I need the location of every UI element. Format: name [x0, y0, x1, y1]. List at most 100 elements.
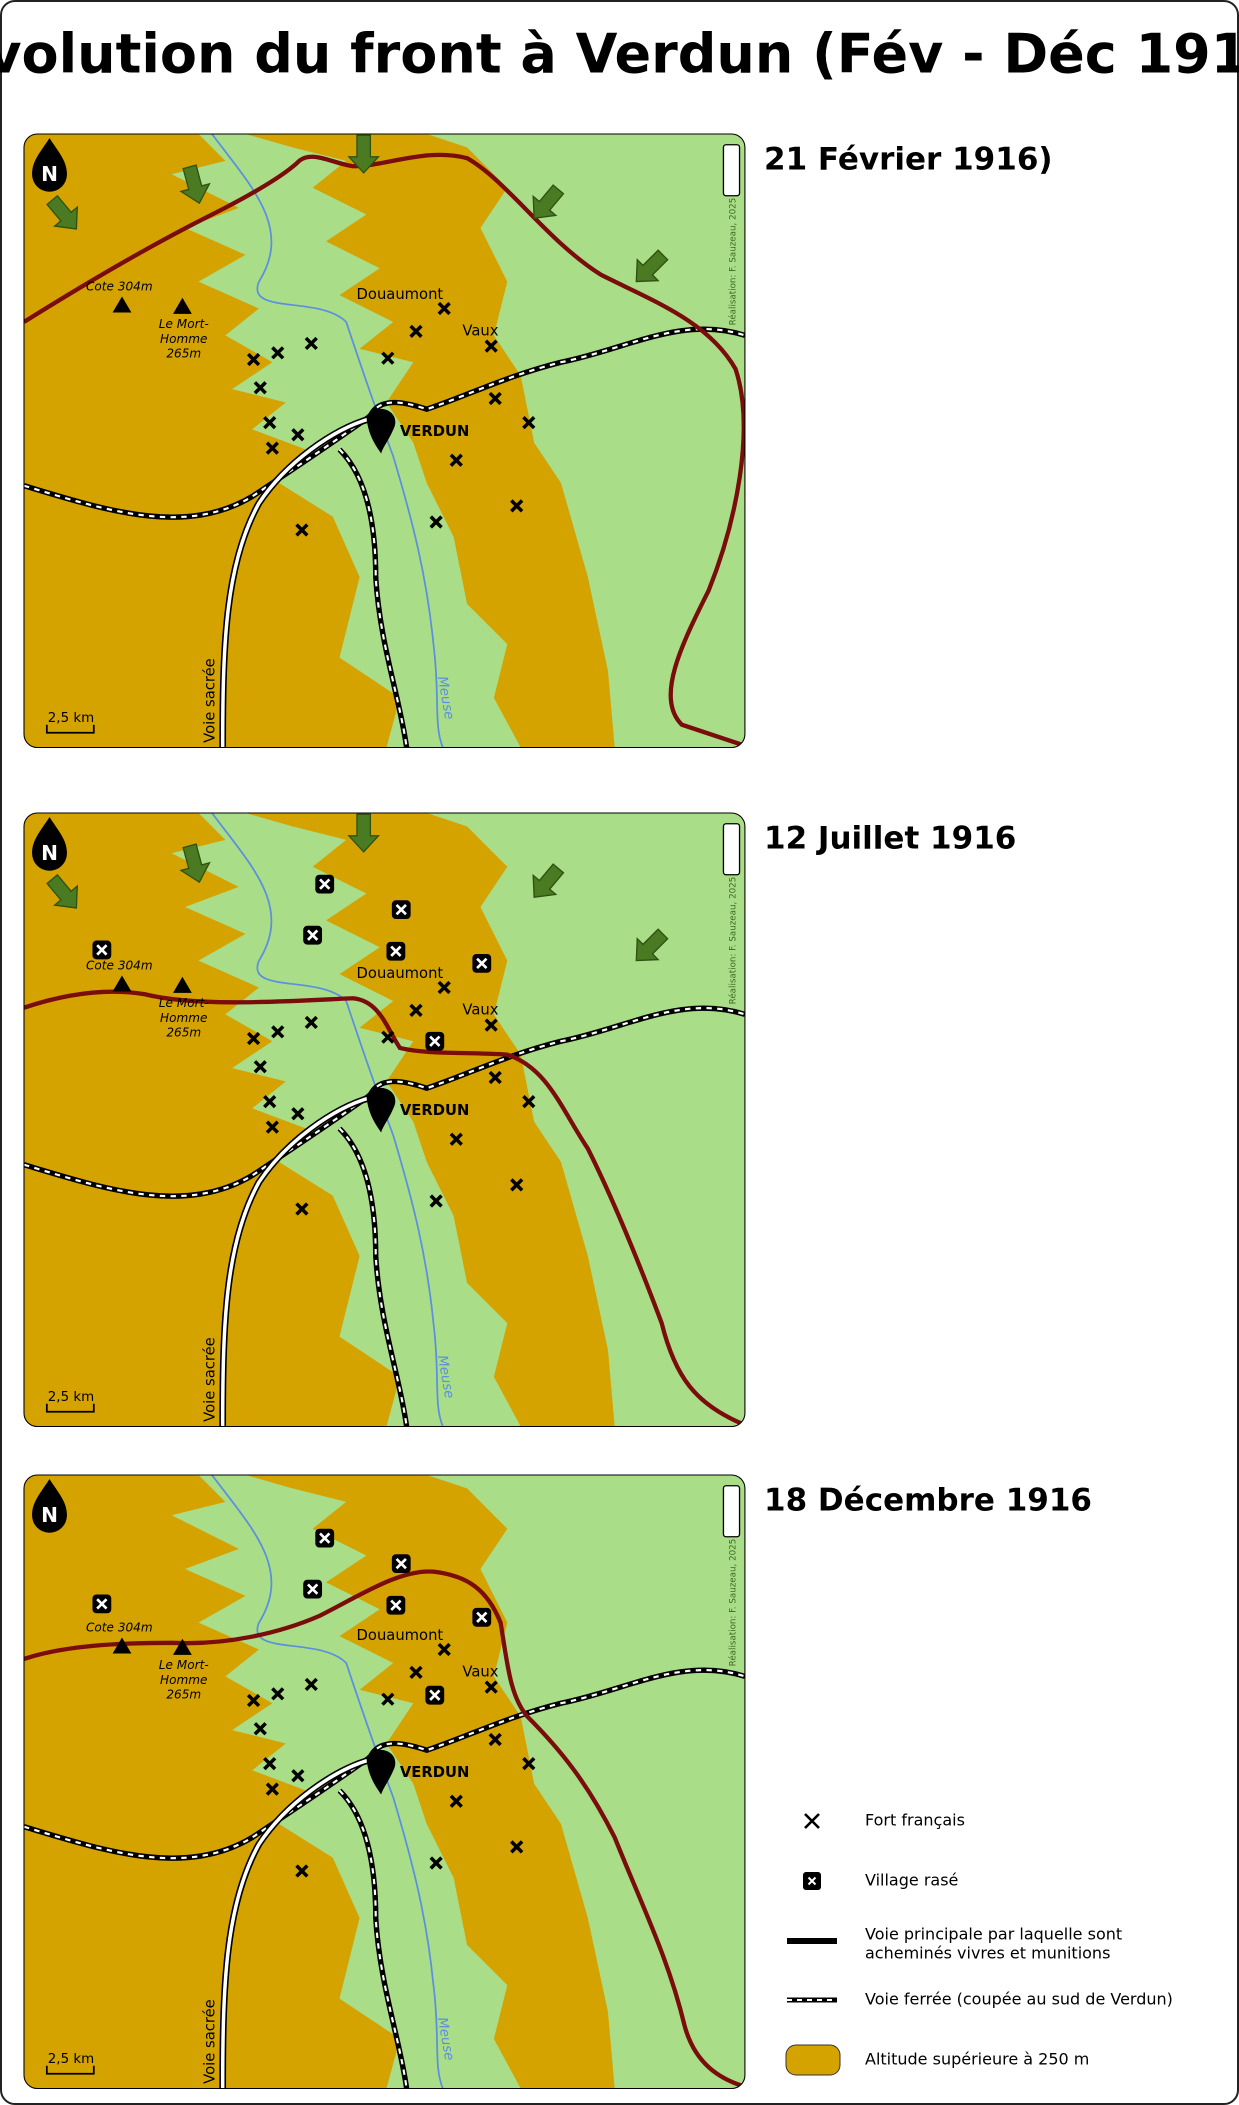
label-vaux: Vaux — [462, 1663, 498, 1680]
credit: Réalisation: F. Sauzeau, 2025 — [727, 198, 738, 326]
village-x — [390, 945, 402, 957]
fort-cross — [246, 352, 261, 367]
village — [472, 953, 492, 973]
label-douaumont: Douaumont — [357, 965, 444, 982]
fort-cross — [429, 1194, 443, 1208]
fort-cross — [429, 515, 443, 529]
fort-cross — [253, 1060, 267, 1074]
village-x — [476, 957, 488, 970]
fort — [291, 1769, 305, 1783]
fort-cross — [522, 1095, 536, 1109]
summit — [173, 297, 192, 314]
fort — [246, 1693, 261, 1708]
fort — [304, 1015, 318, 1030]
label-mort-homme: Homme — [160, 1011, 207, 1025]
fort — [271, 1025, 285, 1039]
attack-arrow — [532, 184, 565, 219]
fort-cross — [409, 324, 423, 338]
fort-cross — [295, 1202, 309, 1216]
fort-cross — [291, 1769, 305, 1783]
fort — [510, 1178, 524, 1192]
village-x — [476, 1611, 488, 1623]
front-line — [24, 152, 745, 747]
village-x — [395, 904, 407, 916]
scale-label: 2,5 km — [48, 2052, 94, 2067]
terrain-high — [24, 1475, 400, 2089]
village — [315, 1528, 335, 1548]
attack-arrow — [635, 928, 669, 962]
fort-cross — [522, 416, 536, 430]
fort-cross — [291, 1107, 305, 1121]
fort — [295, 1864, 309, 1878]
north-pin — [32, 138, 67, 192]
fort-cross — [488, 1070, 502, 1085]
fort — [409, 1665, 423, 1679]
label-mort-homme: 265m — [166, 347, 201, 361]
label-mort-homme: 265m — [166, 1026, 201, 1040]
legend-label: Voie ferrée (coupée au sud de Verdun) — [865, 1990, 1173, 2009]
licence-icon — [722, 823, 741, 876]
fort-cross — [449, 1794, 463, 1808]
fort — [510, 1840, 524, 1854]
fort — [295, 1202, 309, 1216]
fort — [429, 1194, 443, 1208]
fort — [437, 1642, 451, 1657]
fort — [429, 1856, 443, 1870]
verdun-city — [366, 408, 396, 454]
fort — [246, 1031, 261, 1046]
fort-cross — [246, 1031, 261, 1046]
legend-label: Fort français — [865, 1811, 965, 1830]
terrain-high — [24, 813, 400, 1427]
legend: Fort français Village rasé Voie principale… — [785, 1811, 1173, 2076]
fort — [484, 1018, 498, 1032]
village-x — [429, 1035, 441, 1047]
village — [425, 1031, 445, 1051]
label-vaux: Vaux — [462, 1001, 498, 1018]
road-fill — [220, 1757, 371, 2089]
front-line — [24, 1569, 743, 2088]
fort — [271, 346, 285, 360]
village-x — [390, 1599, 402, 1611]
village — [386, 1595, 406, 1615]
legend-label: Voie principale par laquelle sont — [865, 1925, 1122, 1944]
summit — [112, 296, 132, 313]
legend-altitude — [785, 2044, 841, 2076]
fort-cross — [381, 351, 395, 365]
label-meuse: Meuse — [434, 2016, 456, 2061]
fort-cross — [522, 1757, 536, 1771]
fort — [437, 980, 451, 995]
summit — [173, 1638, 192, 1655]
label-verdun: VERDUN — [400, 1102, 469, 1119]
terrain-high — [245, 134, 615, 748]
railway-dash — [24, 1007, 745, 1427]
north-pin — [32, 1479, 67, 1533]
fort — [522, 1757, 536, 1771]
fort-cross — [484, 339, 498, 353]
label-cote: Cote 304m — [86, 959, 153, 973]
fort — [265, 1782, 279, 1796]
label-mort-homme: Le Mort- — [159, 1658, 209, 1672]
village-x — [306, 929, 319, 941]
fort — [265, 1120, 279, 1134]
fort-cross — [449, 453, 463, 467]
fort-cross — [263, 1095, 277, 1109]
fort-cross — [429, 1856, 443, 1870]
verdun-city — [366, 1749, 396, 1795]
panel-date: 21 Février 1916) — [764, 142, 1053, 178]
fort — [304, 336, 318, 351]
fort — [253, 1722, 267, 1736]
fort-cross — [409, 1665, 423, 1679]
north-pin — [32, 817, 67, 871]
village — [472, 1607, 492, 1627]
village — [92, 1594, 112, 1614]
label-verdun: VERDUN — [400, 423, 469, 440]
fort-cross — [271, 1687, 285, 1701]
fort-cross — [271, 346, 285, 360]
attack-arrow — [46, 194, 79, 230]
fort — [522, 1095, 536, 1109]
fort — [265, 441, 279, 455]
fort-cross — [263, 1757, 277, 1771]
fort — [484, 339, 498, 353]
